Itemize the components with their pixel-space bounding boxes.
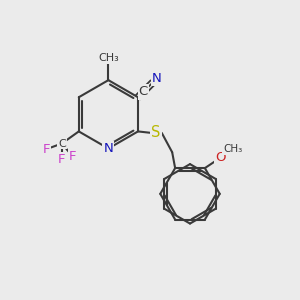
Text: O: O bbox=[215, 151, 226, 164]
Text: F: F bbox=[43, 142, 50, 156]
Text: CH₃: CH₃ bbox=[223, 144, 242, 154]
Text: F: F bbox=[69, 149, 76, 163]
Text: C: C bbox=[58, 139, 66, 148]
Text: S: S bbox=[151, 125, 160, 140]
Text: F: F bbox=[58, 153, 66, 167]
Text: CH₃: CH₃ bbox=[98, 53, 119, 64]
Text: N: N bbox=[103, 142, 113, 155]
Text: C: C bbox=[139, 85, 148, 98]
Text: N: N bbox=[152, 72, 161, 85]
